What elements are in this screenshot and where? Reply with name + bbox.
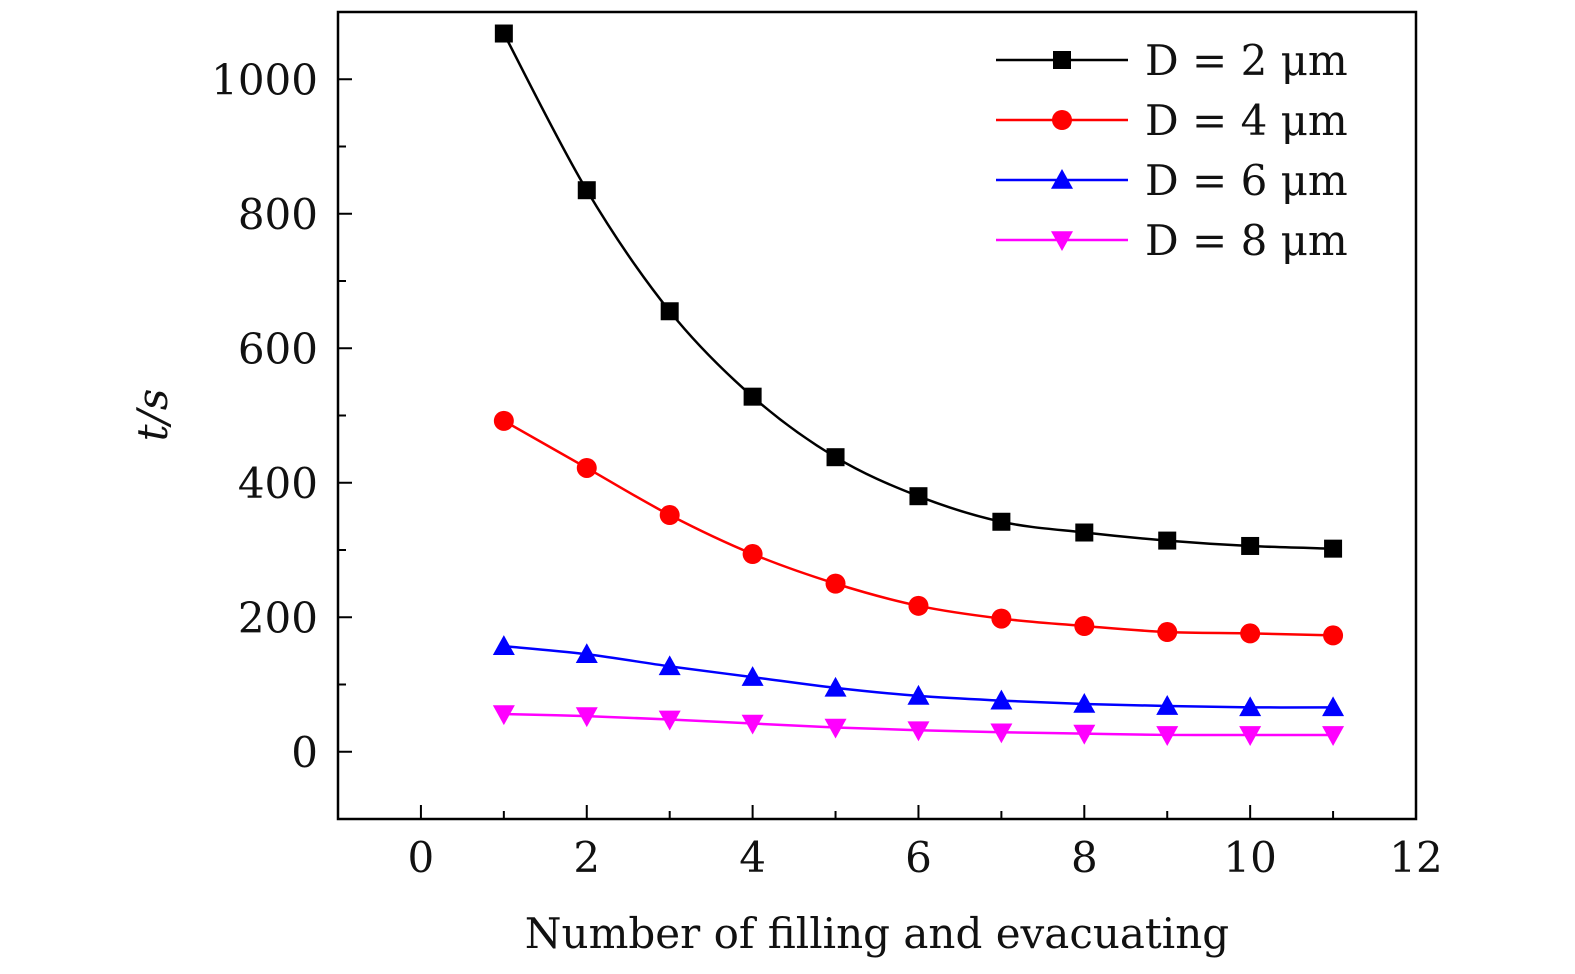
legend-item: D = 4 μm [996, 96, 1348, 145]
series-1 [494, 24, 1343, 558]
data-point [1157, 622, 1178, 643]
data-point [1074, 615, 1095, 636]
data-point [909, 487, 928, 506]
data-point [493, 410, 514, 431]
x-axis: 0 2 4 6 8 10 12 [337, 805, 1443, 882]
series-layer [492, 24, 1345, 746]
data-point [1156, 695, 1179, 715]
data-point [1075, 523, 1094, 542]
x-tick-label: 4 [739, 833, 766, 882]
data-point [1156, 726, 1179, 746]
data-point [990, 723, 1013, 744]
data-point [1073, 724, 1096, 745]
data-point [1322, 696, 1345, 717]
x-tick-label: 8 [1071, 833, 1098, 882]
data-point [741, 714, 764, 735]
data-point [825, 573, 846, 594]
series-line [502, 32, 1334, 550]
data-point [1239, 696, 1262, 717]
data-point [990, 689, 1013, 710]
series-3 [492, 635, 1345, 717]
x-tick-label: 10 [1223, 833, 1276, 882]
x-tick-label: 0 [408, 833, 435, 882]
data-point [1240, 623, 1261, 644]
legend-item: D = 2 μm [996, 36, 1348, 85]
data-point [576, 457, 597, 478]
data-point [907, 684, 930, 705]
legend-label: D = 8 μm [1145, 216, 1348, 265]
data-point [741, 666, 764, 686]
x-axis-title: Number of filling and evacuating [525, 909, 1229, 958]
data-point [992, 512, 1011, 531]
x-tick-label: 6 [905, 833, 932, 882]
data-point [743, 387, 762, 406]
y-tick-label: 600 [238, 324, 318, 373]
x-tick-label: 2 [573, 833, 600, 882]
legend-item: D = 6 μm [996, 156, 1348, 205]
y-tick-label: 400 [238, 459, 318, 508]
y-axis-title: t/s [128, 389, 177, 442]
legend-label: D = 6 μm [1145, 156, 1348, 205]
data-point [742, 544, 763, 565]
data-point [660, 302, 679, 321]
data-point [658, 710, 681, 731]
data-point [1324, 539, 1343, 558]
legend-marker [1051, 169, 1073, 189]
data-point [658, 655, 681, 676]
data-point [494, 24, 513, 43]
data-point [1322, 726, 1345, 746]
legend-label: D = 2 μm [1145, 36, 1348, 85]
legend-item: D = 8 μm [996, 216, 1348, 265]
series-4 [492, 705, 1345, 746]
legend-marker [1051, 231, 1073, 251]
y-tick-label: 1000 [211, 55, 318, 104]
data-point [492, 705, 515, 726]
y-axis: 0 200 400 600 800 1000 [211, 55, 352, 777]
y-tick-label: 800 [238, 190, 318, 239]
data-point [991, 608, 1012, 629]
legend-label: D = 4 μm [1145, 96, 1348, 145]
data-point [1323, 625, 1344, 646]
y-tick-label: 200 [238, 593, 318, 642]
legend: D = 2 μm D = 4 μm D = 6 μm D = 8 μm [996, 36, 1348, 265]
data-point [492, 635, 515, 655]
data-point [826, 448, 845, 467]
data-point [659, 505, 680, 526]
data-point [907, 721, 930, 742]
data-point [908, 595, 929, 616]
legend-marker [1052, 110, 1072, 130]
data-point [1158, 531, 1177, 550]
data-point [575, 643, 598, 664]
x-tick-label: 12 [1389, 833, 1442, 882]
series-2 [493, 410, 1344, 646]
data-point [1073, 693, 1096, 713]
data-point [575, 707, 598, 728]
data-point [824, 718, 847, 739]
legend-marker [1053, 51, 1071, 69]
y-tick-label: 0 [291, 728, 318, 777]
data-point [577, 181, 596, 200]
data-point [1239, 726, 1262, 746]
data-point [1241, 536, 1260, 555]
data-point [824, 676, 847, 697]
